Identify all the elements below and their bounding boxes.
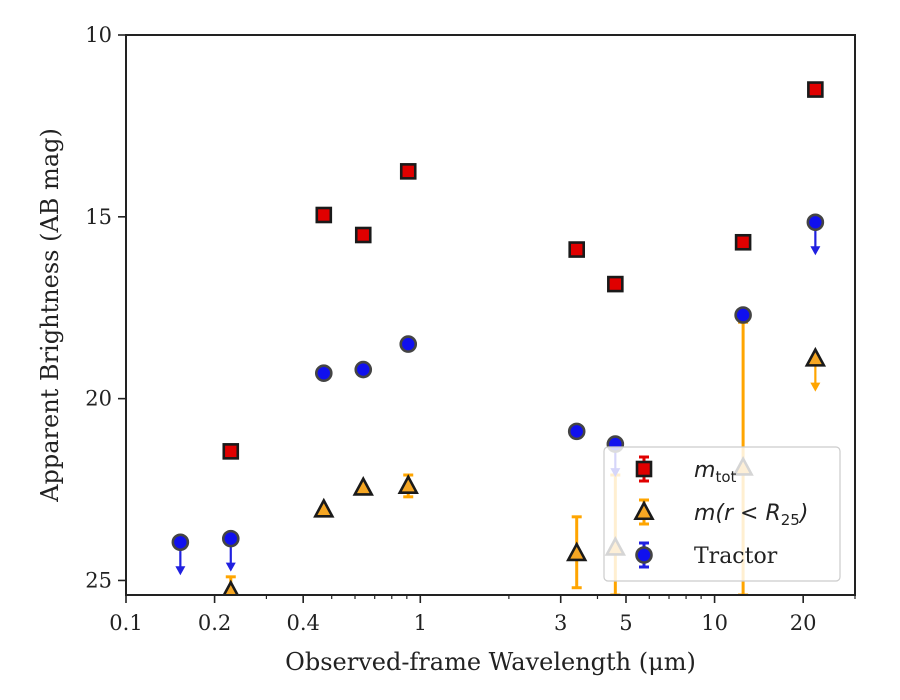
data-point-mr25 bbox=[313, 497, 335, 518]
data-point-tractor bbox=[806, 213, 825, 232]
data-point-tractor bbox=[171, 533, 190, 552]
y-tick-label: 10 bbox=[85, 23, 112, 47]
y-axis-ticks: 10 15 20 25 bbox=[85, 23, 126, 592]
legend-marker-mtot bbox=[635, 460, 653, 478]
x-tick-label: 0.1 bbox=[109, 611, 142, 635]
upper-limit-arrowhead bbox=[810, 246, 821, 256]
data-point-mr25 bbox=[352, 475, 374, 496]
legend-label-mtot: mtot bbox=[694, 458, 736, 486]
x-tick-label: 5 bbox=[619, 611, 632, 635]
x-tick-label: 20 bbox=[790, 611, 817, 635]
x-axis-label: Observed-frame Wavelength (μm) bbox=[285, 648, 696, 676]
upper-limit-arrowhead bbox=[810, 382, 821, 392]
series-mtot bbox=[222, 81, 824, 460]
y-tick-label: 20 bbox=[85, 387, 112, 411]
x-tick-label: 0.4 bbox=[286, 611, 319, 635]
x-tick-label: 3 bbox=[554, 611, 567, 635]
data-point-mr25 bbox=[222, 579, 240, 595]
x-axis-ticks: 0.1 0.2 0.4 1 3 5 10 20 bbox=[109, 595, 856, 635]
legend: mtot m(r < R25) Tractor bbox=[603, 446, 841, 582]
data-point-mtot bbox=[222, 443, 240, 460]
data-point-mr25 bbox=[566, 541, 588, 562]
data-point-mtot bbox=[607, 275, 624, 293]
data-point-tractor bbox=[734, 306, 752, 324]
data-point-tractor bbox=[399, 335, 418, 353]
upper-limit-arrowhead bbox=[175, 566, 186, 576]
y-tick-label: 15 bbox=[85, 205, 112, 229]
data-point-mtot bbox=[568, 241, 586, 258]
data-point-mtot bbox=[315, 206, 333, 224]
data-point-tractor bbox=[567, 422, 586, 441]
y-tick-label: 25 bbox=[85, 568, 112, 592]
x-tick-label: 10 bbox=[701, 611, 728, 635]
data-point-tractor bbox=[221, 529, 240, 548]
legend-marker-mr25 bbox=[633, 500, 655, 521]
data-point-mtot bbox=[354, 226, 372, 244]
legend-label-mr25: m(r < R25) bbox=[694, 501, 808, 529]
data-point-tractor bbox=[314, 364, 333, 382]
data-point-mr25 bbox=[804, 346, 827, 367]
legend-box bbox=[603, 446, 841, 582]
axes-frame bbox=[125, 34, 856, 596]
data-point-mtot bbox=[807, 81, 824, 98]
data-point-mtot bbox=[399, 163, 417, 180]
series-tractor bbox=[171, 213, 825, 576]
legend-label-tractor: Tractor bbox=[694, 544, 778, 569]
data-point-mtot bbox=[734, 233, 752, 251]
data-point-mr25 bbox=[397, 474, 419, 494]
legend-marker-tractor bbox=[635, 546, 653, 564]
x-tick-label: 0.2 bbox=[198, 611, 231, 635]
upper-limit-arrowhead bbox=[225, 562, 236, 572]
y-axis-label: Apparent Brightness (AB mag) bbox=[36, 128, 64, 503]
data-point-tractor bbox=[354, 360, 373, 379]
x-tick-label: 1 bbox=[414, 611, 427, 635]
